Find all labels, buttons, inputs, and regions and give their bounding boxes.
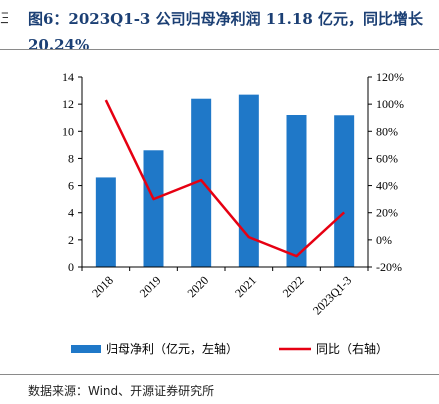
figure-title: 图6：2023Q1-3 公司归母净利润 11.18 亿元，同比增长 20.24% <box>28 10 423 54</box>
bar-2018 <box>95 177 116 267</box>
source-note: 数据来源：Wind、开源证券研究所 <box>28 384 215 398</box>
right-tick-label: 120% <box>376 70 404 84</box>
x-tick-label: 2021 <box>232 273 259 300</box>
right-tick-label: 60% <box>376 151 398 165</box>
legend-line-label: 同比（右轴） <box>316 341 388 356</box>
left-tick-label: 14 <box>62 70 74 84</box>
legend-bar-label: 归母净利（亿元，左轴） <box>106 341 238 356</box>
edge-fragment: 三 <box>0 11 8 27</box>
chart: 0 2 4 6 8 10 12 14 -20% 0% 20% 40% 60% 80% 100% 120% 201… <box>62 70 404 356</box>
bottom-rule <box>0 374 439 375</box>
top-rule <box>0 49 439 50</box>
left-tick-label: 10 <box>62 124 74 138</box>
x-tick-label: 2018 <box>89 273 116 300</box>
right-tick-label: -20% <box>376 260 402 274</box>
x-tick-label: 2020 <box>184 273 211 300</box>
left-tick-label: 4 <box>68 206 74 220</box>
right-tick-label: 0% <box>376 233 392 247</box>
x-tick-label: 2019 <box>137 273 164 300</box>
left-tick-label: 6 <box>68 179 74 193</box>
left-tick-label: 0 <box>68 260 74 274</box>
bar-2021 <box>238 94 259 267</box>
x-tick-label: 2023Q1-3 <box>310 273 354 317</box>
bar-2022 <box>286 115 307 267</box>
yoy-line <box>104 99 346 258</box>
left-tick-label: 12 <box>62 97 74 111</box>
legend-bar-swatch <box>71 345 101 353</box>
right-tick-label: 40% <box>376 179 398 193</box>
left-tick-label: 8 <box>68 151 74 165</box>
bar-2020 <box>191 98 212 267</box>
right-tick-label: 100% <box>376 97 404 111</box>
right-tick-label: 20% <box>376 206 398 220</box>
x-tick-label: 2022 <box>280 273 307 300</box>
right-tick-label: 80% <box>376 124 398 138</box>
bar-2023Q1-3 <box>334 115 355 267</box>
left-tick-label: 2 <box>68 233 74 247</box>
bar-2019 <box>143 150 164 267</box>
